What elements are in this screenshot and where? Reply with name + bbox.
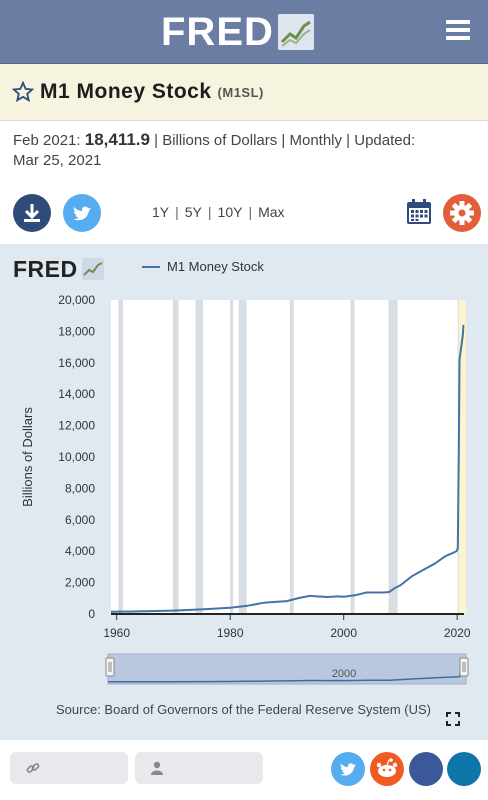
gear-icon [450,201,474,225]
updated-date: Mar 25, 2021 [13,152,102,169]
graph-fred-logo: FRED [13,257,104,281]
range-separator: | [248,204,253,220]
legend-label: M1 Money Stock [167,259,264,274]
recession-band [289,300,294,614]
y-tick-label: 6,000 [65,513,95,527]
recession-band [350,300,355,614]
calendar-icon[interactable] [405,198,433,226]
y-tick-label: 10,000 [58,450,95,464]
recession-band [172,300,179,614]
reddit-icon [376,758,398,777]
user-icon [151,761,163,775]
range-separator: | [175,204,179,220]
range-separator: | [207,204,212,220]
y-tick-label: 0 [88,607,95,621]
navigator-handle[interactable] [459,657,469,677]
graph-fred-logo-text: FRED [13,256,78,282]
account-tools-button[interactable] [135,752,263,784]
line-chart[interactable]: 0 2,000 4,000 6,000 8,000 10,000 12,000 14,000 1… [0,244,488,740]
fred-chart-logo-icon [277,14,314,50]
x-tick-label: 1960 [103,626,130,640]
y-axis-label: Billions of Dollars [20,407,35,507]
recession-band [230,300,234,614]
series-details: | Billions of Dollars | Monthly | Update… [154,132,416,149]
fred-logo-text: FRED [161,10,274,54]
series-title-bar: M1 Money Stock (M1SL) [0,64,488,121]
top-nav-bar: FRED [0,0,488,64]
latest-period-highlight [458,300,466,614]
y-tick-label: 18,000 [58,324,95,338]
observation-date: Feb 2021: [13,132,81,149]
navigator-label: 2000 [332,668,356,680]
y-tick-label: 20,000 [58,293,95,307]
plot-area [111,300,464,614]
facebook-footer-button[interactable] [409,752,443,786]
y-tick-label: 2,000 [65,576,95,590]
hamburger-menu-icon[interactable] [446,20,470,40]
series-code: (M1SL) [217,84,264,100]
twitter-icon [73,206,91,221]
twitter-footer-button[interactable] [331,752,365,786]
graph-panel: FRED M1 Money Stock 0 2,000 4,000 6,000 8,00… [0,244,488,740]
navigator-series-line [108,657,466,683]
observation-value: 18,411.9 [84,130,150,149]
y-tick-label: 12,000 [58,419,95,433]
recession-band [118,300,123,614]
range-1y-link[interactable]: 1Y [152,204,170,220]
navigator-handle[interactable] [105,657,115,677]
chart-legend[interactable]: M1 Money Stock [142,259,264,274]
series-meta: Feb 2021: 18,411.9 | Billions of Dollars… [13,130,473,171]
fred-logo[interactable]: FRED [161,12,314,52]
legend-swatch [142,265,160,268]
range-10y-link[interactable]: 10Y [217,204,243,220]
range-max-link[interactable]: Max [258,204,285,220]
download-icon [24,204,40,222]
x-tick-label: 2020 [444,626,471,640]
range-5y-link[interactable]: 5Y [184,204,202,220]
twitter-share-button[interactable] [63,194,101,232]
twitter-icon [339,763,357,776]
recession-band [388,300,398,614]
link-icon [26,763,40,773]
download-button[interactable] [13,194,51,232]
x-tick-label: 1980 [217,626,244,640]
star-icon[interactable] [12,81,34,103]
settings-button[interactable] [443,194,481,232]
y-tick-label: 14,000 [58,387,95,401]
y-tick-label: 8,000 [65,481,95,495]
footer-bar [0,744,488,800]
recession-band [195,300,203,614]
graph-logo-chart-icon [81,258,104,280]
y-tick-label: 16,000 [58,356,95,370]
reddit-footer-button[interactable] [370,752,404,786]
date-range-selector: 1Y | 5Y | 10Y | Max [152,204,285,220]
graph-toolbar: 1Y | 5Y | 10Y | Max [0,190,488,236]
y-tick-label: 4,000 [65,544,95,558]
linkedin-footer-button[interactable] [447,752,481,786]
source-note: Source: Board of Governors of the Federa… [56,702,431,717]
series-line-m1 [110,324,465,613]
series-title: M1 Money Stock [40,80,212,103]
fullscreen-icon[interactable] [446,712,460,726]
share-links-button[interactable] [10,752,128,784]
x-tick-label: 2000 [330,626,357,640]
recession-band [238,300,247,614]
